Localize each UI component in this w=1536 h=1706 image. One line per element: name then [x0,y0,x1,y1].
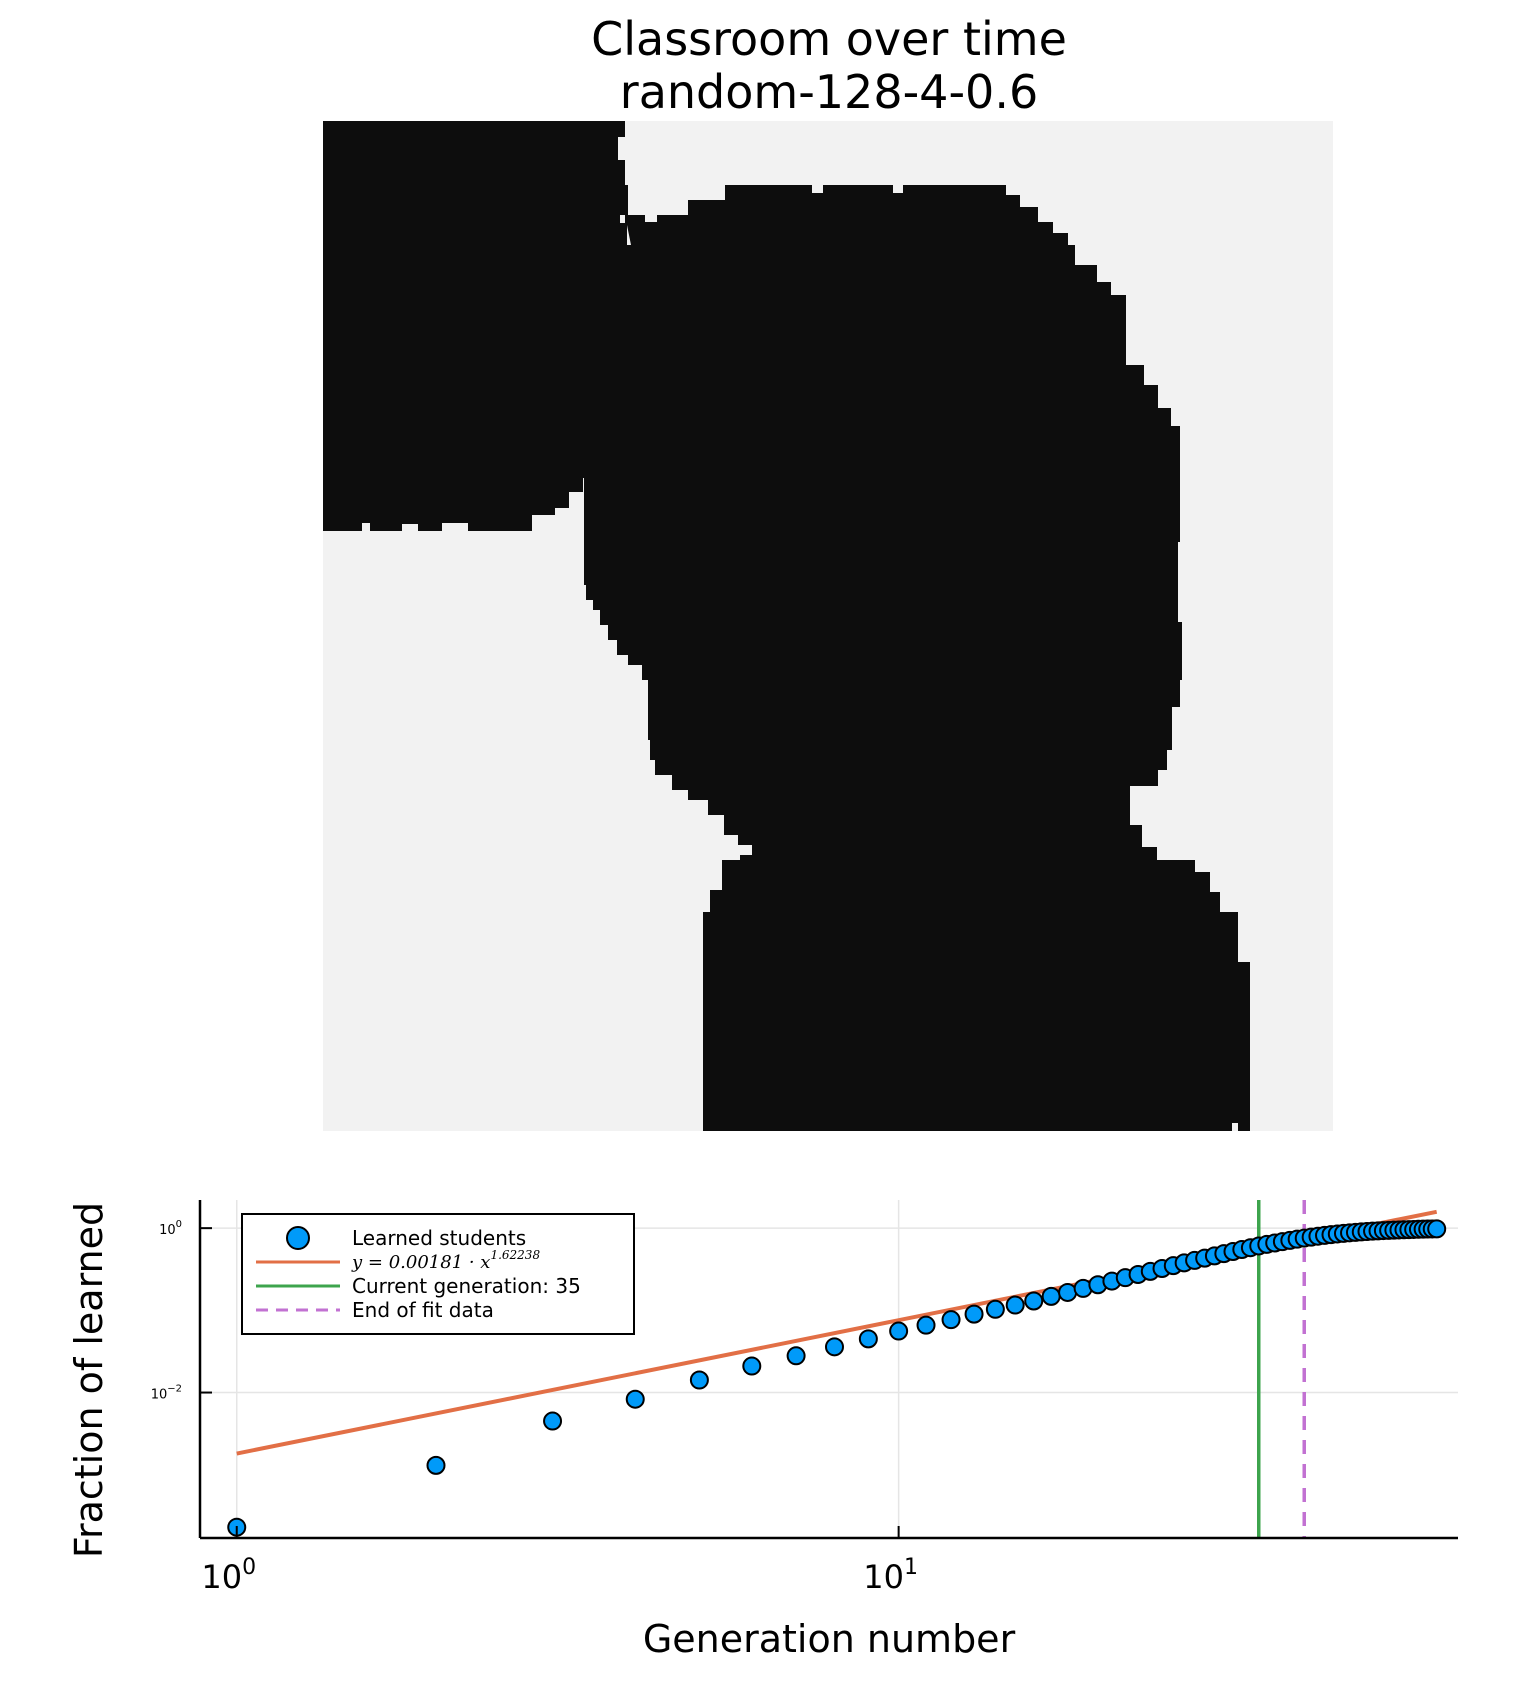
scatter-point [985,1299,1005,1319]
learned-region-upper-left [323,121,636,531]
legend-fit-base: y = 0.00181 · x [351,1252,490,1273]
x-tick-label-0: 100 [201,1555,256,1596]
heatmap-subtitle: random-128-4-0.6 [620,65,1038,119]
x-tick-exponent-1: 1 [904,1555,918,1580]
scatter-point [889,1321,909,1341]
legend-label-end-fit: End of fit data [352,1298,494,1322]
legend-label-current: Current generation: 35 [352,1274,581,1298]
y-tick-base-1: 10 [159,1223,176,1238]
heatmap-title: Classroom over time [591,12,1067,66]
scatter-point [1024,1291,1044,1311]
x-tick-base-1: 10 [863,1558,904,1596]
scatter-point [1427,1219,1447,1239]
x-tick-label-1: 101 [863,1555,918,1596]
legend-label-learned: Learned students [352,1226,526,1250]
plot-axes [198,1200,1458,1540]
learned-region-central [584,185,1250,1131]
scatter-point [625,1389,645,1409]
y-tick-exponent-0: −2 [167,1384,182,1395]
scatter-point [1005,1295,1025,1315]
scatter-points [227,1219,1447,1537]
legend: Learned students y = 0.00181 · x1.62238 … [241,1213,635,1335]
vertical-lines [1257,1200,1306,1538]
y-tick-exponent-1: 0 [176,1219,182,1230]
y-tick-base-0: 10 [151,1388,168,1403]
scatter-point [742,1356,762,1376]
scatter-point [689,1370,709,1390]
scatter-point [786,1346,806,1366]
legend-fit-exponent: 1.62238 [490,1248,540,1262]
x-tick-exponent-0: 0 [242,1555,256,1580]
legend-marker-learned [286,1226,310,1250]
scatter-point [543,1411,563,1431]
x-tick-base-0: 10 [201,1558,242,1596]
x-axis-title: Generation number [643,1617,1016,1661]
y-axis-title: Fraction of learned [67,1202,111,1558]
scatter-point [824,1337,844,1357]
scatter-point [1041,1286,1061,1306]
scatter-point [858,1329,878,1349]
scatter-point [916,1315,936,1335]
legend-label-fit: y = 0.00181 · x1.62238 [351,1248,540,1273]
y-tick-label-0: 10−2 [151,1384,182,1403]
scatter-point [964,1304,984,1324]
scatter-point [426,1455,446,1475]
y-tick-label-1: 100 [159,1219,182,1238]
scatter-point [1058,1282,1078,1302]
scatter-point [941,1310,961,1330]
classroom-heatmap [323,121,1333,1131]
